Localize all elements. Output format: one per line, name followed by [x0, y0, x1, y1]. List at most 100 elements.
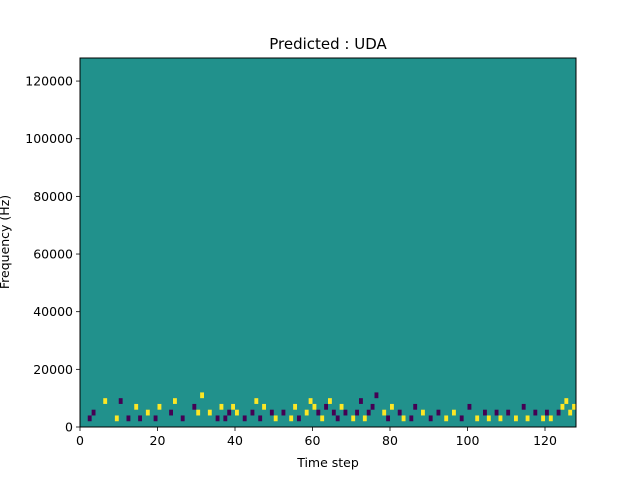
heatmap-cell [572, 403, 577, 410]
heatmap-cell [459, 415, 464, 422]
heatmap-cell [200, 392, 205, 399]
heatmap-cell [231, 403, 236, 410]
heatmap-cell [564, 398, 569, 404]
heatmap-cell [324, 403, 329, 410]
heatmap-cell [250, 409, 255, 416]
heatmap-cell [153, 415, 158, 422]
heatmap-cell [254, 398, 259, 404]
heatmap-cell [114, 415, 119, 422]
heatmap-cell [548, 415, 553, 422]
heatmap-cell [262, 403, 267, 410]
heatmap-cell [196, 409, 201, 416]
x-tick-label: 100 [456, 433, 480, 448]
heatmap-cell [355, 409, 360, 416]
heatmap-cell [103, 398, 108, 404]
y-tick-label: 0 [65, 420, 73, 435]
heatmap-cell [297, 415, 301, 422]
x-tick-label: 0 [76, 433, 84, 448]
heatmap-cell [339, 403, 344, 410]
heatmap-cell [359, 398, 363, 404]
heatmap-cell [390, 403, 394, 410]
heatmap-cell [444, 415, 449, 422]
heatmap-background [80, 58, 576, 427]
heatmap-cell [568, 409, 573, 416]
heatmap-cell [235, 409, 239, 416]
chart-title: Predicted : UDA [269, 35, 387, 53]
heatmap-cell [409, 415, 414, 422]
x-axis: 0 20 40 60 80 100 120 [76, 427, 557, 448]
heatmap-cell [328, 398, 332, 404]
heatmap-cell [207, 409, 212, 416]
y-tick-label: 20000 [33, 362, 73, 377]
heatmap-cell [320, 415, 325, 422]
heatmap-cell [91, 409, 96, 416]
heatmap-cell [134, 403, 139, 410]
heatmap-cell [370, 403, 375, 410]
heatmap-cell [397, 409, 402, 416]
plot-frame [79, 57, 577, 428]
heatmap-cell [308, 398, 313, 404]
x-axis-label: Time step [296, 455, 359, 470]
y-tick-label: 80000 [33, 189, 73, 204]
heatmap-cell [428, 415, 433, 422]
heatmap-cell [452, 409, 456, 416]
heatmap-cell [223, 415, 228, 422]
heatmap-cell [382, 409, 387, 416]
x-tick-label: 60 [305, 433, 321, 448]
heatmap-cell [413, 403, 418, 410]
heatmap-cell [386, 415, 391, 422]
heatmap-cell [514, 415, 518, 422]
heatmap-cell [180, 415, 185, 422]
heatmap-cells [87, 392, 577, 422]
heatmap-cell [87, 415, 92, 422]
x-tick-label: 80 [382, 433, 398, 448]
heatmap-cell [351, 415, 356, 422]
y-tick-label: 60000 [33, 247, 73, 262]
heatmap-cell [157, 403, 162, 410]
heatmap-cell [436, 409, 441, 416]
heatmap-cell [483, 409, 487, 416]
heatmap-cell [219, 403, 224, 410]
heatmap-cell [331, 409, 336, 416]
heatmap-cell [273, 415, 278, 422]
heatmap-cell [343, 409, 348, 416]
heatmap-cell [169, 409, 174, 416]
heatmap-cell [475, 415, 480, 422]
heatmap-cell [173, 398, 177, 404]
heatmap-cell [312, 403, 317, 410]
x-tick-label: 120 [533, 433, 557, 448]
y-tick-label: 100000 [25, 131, 73, 146]
heatmap-cell [541, 415, 546, 422]
heatmap-cell [227, 409, 232, 416]
heatmap-cell [533, 409, 538, 416]
heatmap-cell [506, 409, 511, 416]
heatmap-cell [374, 392, 379, 399]
heatmap-cell [304, 409, 309, 416]
heatmap-cell [560, 403, 565, 410]
heatmap-cell [494, 409, 499, 416]
heatmap-cell [335, 415, 340, 422]
heatmap-cell [281, 409, 286, 416]
heatmap-cell [215, 415, 220, 422]
heatmap-cell [556, 409, 561, 416]
heatmap-cell [498, 415, 503, 422]
heatmap-cell [118, 398, 123, 404]
heatmap-cell [421, 409, 425, 416]
y-axis: 0 20000 40000 60000 80000 100000 120000 [25, 74, 80, 435]
heatmap-cell [362, 415, 367, 422]
heatmap-cell [486, 415, 491, 422]
heatmap-cell [545, 409, 549, 416]
heatmap-cell [293, 403, 298, 410]
x-tick-label: 40 [227, 433, 243, 448]
heatmap-cell [192, 403, 197, 410]
heatmap-cell [521, 403, 526, 410]
heatmap-cell [316, 409, 321, 416]
heatmap-cell [258, 415, 263, 422]
heatmap-cell [401, 415, 406, 422]
heatmap-cell [467, 403, 472, 410]
heatmap-cell [145, 409, 150, 416]
heatmap-cell [269, 409, 274, 416]
heatmap-cell [525, 415, 530, 422]
y-tick-label: 40000 [33, 304, 73, 319]
